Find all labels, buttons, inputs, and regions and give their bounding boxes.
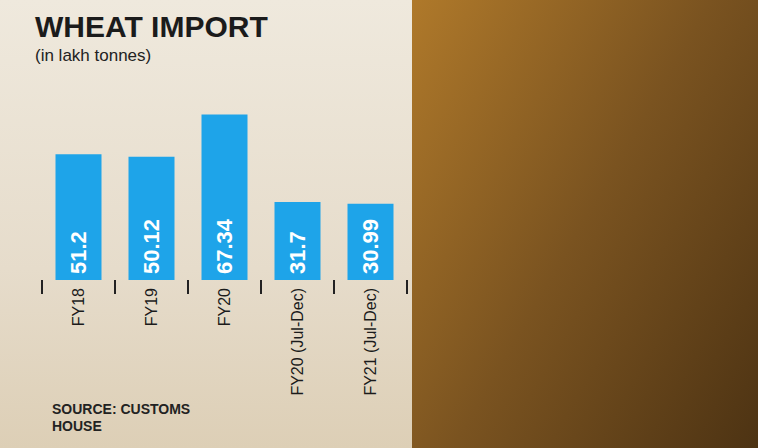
svg-text:FY20 (Jul-Dec): FY20 (Jul-Dec) [289,288,306,396]
svg-text:WHEAT IMPORT: WHEAT IMPORT [35,10,268,43]
svg-text:(in lakh tonnes): (in lakh tonnes) [35,46,151,65]
svg-text:FY19: FY19 [143,288,160,326]
svg-text:FY21 (Jul-Dec): FY21 (Jul-Dec) [362,288,379,396]
svg-text:30.99: 30.99 [358,219,383,274]
svg-text:SOURCE: CUSTOMS: SOURCE: CUSTOMS [52,401,194,417]
svg-text:31.7: 31.7 [285,231,310,274]
svg-text:FY18: FY18 [70,288,87,326]
svg-text:FY20: FY20 [216,288,233,326]
svg-text:51.2: 51.2 [66,231,91,274]
svg-text:50.12: 50.12 [139,219,164,274]
svg-text:67.34: 67.34 [212,218,237,274]
svg-text:HOUSE: HOUSE [52,418,102,434]
